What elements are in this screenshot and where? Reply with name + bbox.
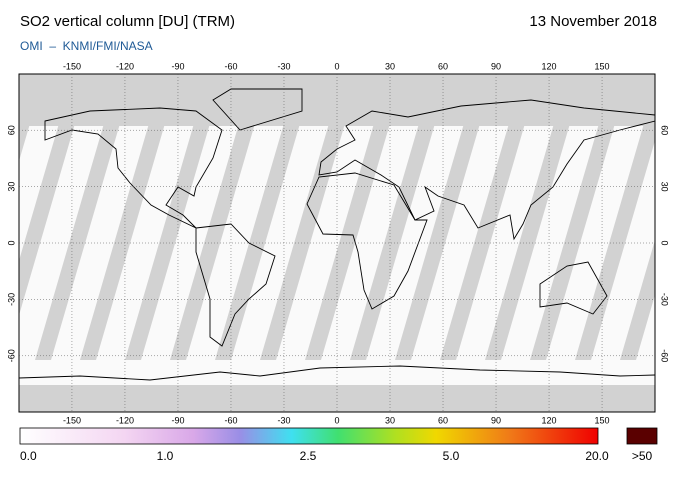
orbit-gap [260,120,346,360]
lat-label: -60 [660,349,670,362]
orbit-gap [620,240,655,360]
lat-label: 0 [660,240,670,245]
colorbar-label: 5.0 [443,449,460,463]
overflow-label: >50 [632,449,653,463]
orbit-gap [125,120,211,360]
orbit-gap [485,120,571,360]
lon-label: -30 [277,415,290,425]
colorbar-label: 20.0 [585,449,609,463]
lon-label: 150 [595,61,610,71]
lon-label: -60 [224,415,237,425]
lon-label: 150 [595,415,610,425]
orbit-gap [440,120,526,360]
lon-label: -90 [171,415,184,425]
lat-label: 60 [6,125,16,135]
orbit-gap [80,120,166,360]
greenland [212,88,303,131]
graticule: -150 -150 -120 -120 -90 -90 -60 -60 -30 -30 0 0 30 30… [6,61,669,425]
orbit-gap [350,120,436,360]
lat-label: -30 [6,293,16,306]
orbit-gap [215,120,301,360]
lon-label: 30 [385,61,395,71]
overflow-box [626,427,658,445]
south-america [195,223,276,347]
lat-label: -60 [6,349,16,362]
lon-label: -90 [171,61,184,71]
lon-label: 30 [385,415,395,425]
lon-label: -150 [63,415,81,425]
orbit-gap [19,120,76,316]
orbit-gap [170,120,256,360]
lon-label: 60 [438,415,448,425]
orbit-gap [575,120,655,360]
lon-label: -120 [116,61,134,71]
lon-label: 0 [334,61,339,71]
polar-cap [19,74,655,126]
australia [539,261,608,315]
colorbar-label: 0.0 [20,449,37,463]
lon-label: 60 [438,61,448,71]
colorbar [19,427,599,445]
lon-label: -150 [63,61,81,71]
north-america [44,107,223,229]
lat-label: 0 [6,240,16,245]
title: SO2 vertical column [DU] (TRM) [20,13,235,30]
orbit-gap [395,120,481,360]
date: 13 November 2018 [529,13,657,30]
orbit-gaps [19,120,655,360]
lon-label: 90 [491,61,501,71]
africa [306,172,428,310]
lon-label: -60 [224,61,237,71]
colorbar-label: 2.5 [300,449,317,463]
orbit-gap [305,120,391,360]
lon-label: -120 [116,415,134,425]
lat-label: 60 [660,125,670,135]
antarctica [19,365,655,381]
lon-label: -30 [277,61,290,71]
colorbar-label: 1.0 [157,449,174,463]
lon-label: 120 [542,415,557,425]
lat-label: -30 [660,293,670,306]
lon-label: 90 [491,415,501,425]
orbit-gap [35,120,121,360]
lat-label: 30 [660,182,670,192]
lon-label: 0 [334,415,339,425]
orbit-gap [530,120,616,360]
subtitle: OMI – KNMI/FMI/NASA [20,39,153,53]
lat-label: 30 [6,182,16,192]
lon-label: 120 [542,61,557,71]
